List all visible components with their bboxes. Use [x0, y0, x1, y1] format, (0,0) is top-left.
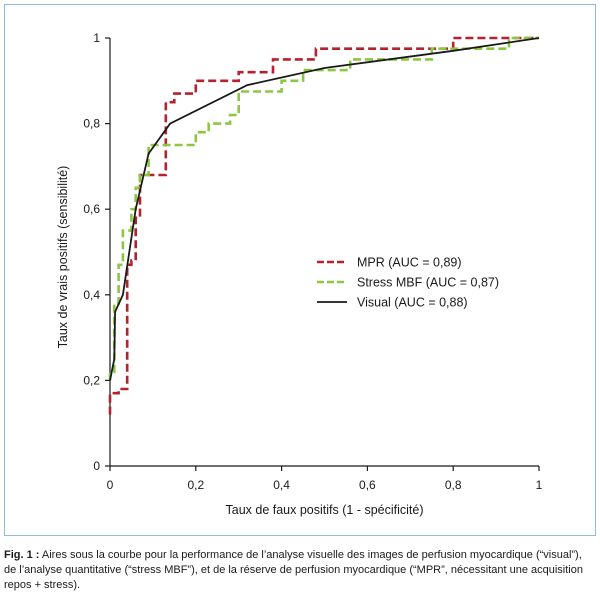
roc-chart: Taux de faux positifs (1 - spécificité) …: [56, 31, 543, 517]
series-lines: [108, 36, 540, 415]
x-tick-label: 1: [536, 478, 543, 492]
y-tick-label: 0,4: [83, 288, 100, 302]
series-line-stress-mbf: [108, 36, 539, 381]
caption-text: Aires sous la courbe pour la performance…: [4, 549, 583, 591]
legend-label-visual: Visual (AUC = 0,88): [357, 296, 468, 310]
figure-frame: [4, 4, 596, 536]
y-tick-label: 0,6: [83, 202, 100, 216]
x-tick-label: 0,6: [359, 478, 376, 492]
series-line-mpr: [108, 36, 539, 415]
legend: MPR (AUC = 0,89) Stress MBF (AUC = 0,87) V…: [317, 256, 499, 310]
x-axis-title: Taux de faux positifs (1 - spécificité): [226, 503, 424, 517]
x-tick-label: 0,2: [187, 478, 204, 492]
y-tick-label: 1: [93, 31, 100, 45]
legend-label-mpr: MPR (AUC = 0,89): [357, 256, 462, 270]
series-line-visual: [109, 37, 540, 381]
y-tick-label: 0,2: [83, 373, 100, 387]
tick-marks: [105, 37, 540, 471]
y-tick-label: 0,8: [83, 117, 100, 131]
figure-caption: Fig. 1 : Aires sous la courbe pour la pe…: [4, 548, 596, 593]
caption-label: Fig. 1 :: [4, 549, 40, 561]
x-tick-label: 0: [107, 478, 114, 492]
x-tick-label: 0,4: [273, 478, 290, 492]
y-axis-title: Taux de vrais positifs (sensibilité): [56, 166, 70, 349]
x-tick-label: 0,8: [445, 478, 462, 492]
legend-label-stress-mbf: Stress MBF (AUC = 0,87): [357, 276, 499, 290]
y-tick-label: 0: [93, 459, 100, 473]
